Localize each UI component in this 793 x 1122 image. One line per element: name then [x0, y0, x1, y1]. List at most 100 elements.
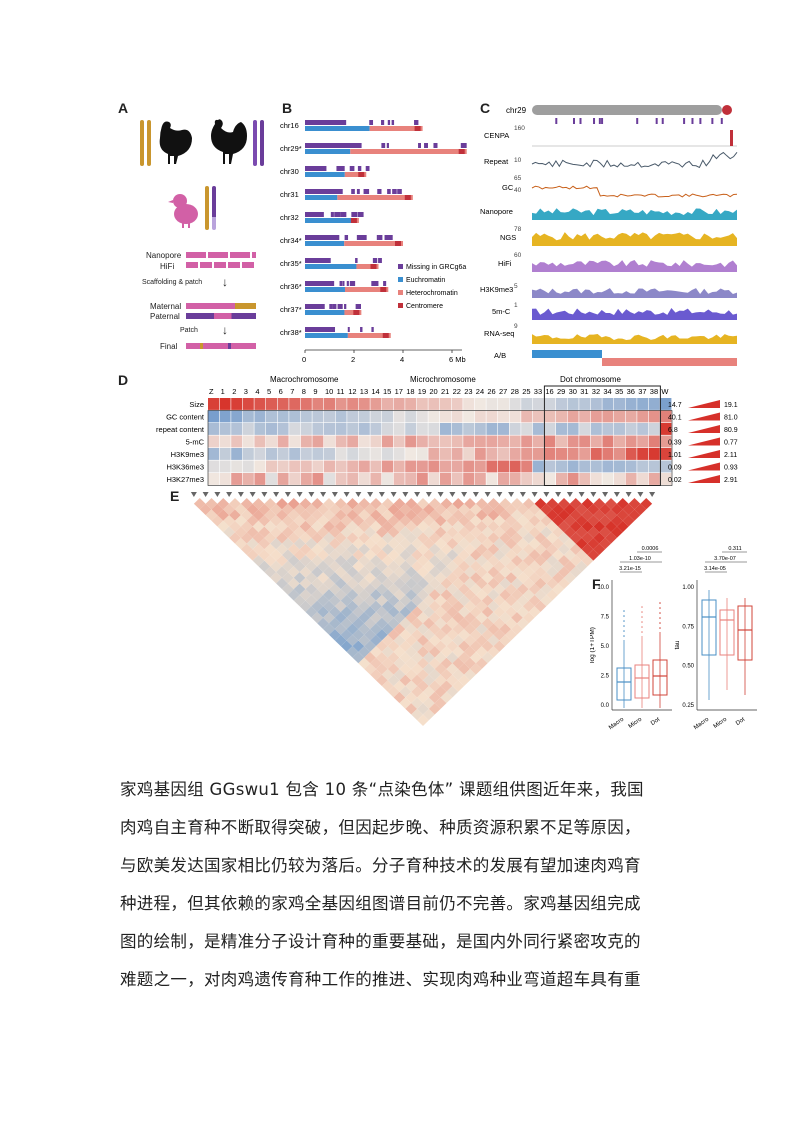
euchromatin-segment — [305, 172, 345, 177]
interaction-cell — [587, 503, 600, 516]
heterochromatin-segment — [369, 126, 423, 131]
interaction-cell — [405, 600, 418, 612]
heatmap-cell — [300, 410, 312, 423]
interaction-cell — [358, 600, 371, 612]
heterochromatin-segment — [347, 333, 391, 338]
euchromatin-segment — [305, 264, 357, 269]
interaction-cell — [411, 594, 423, 607]
interaction-cell — [517, 503, 529, 516]
interaction-cell — [417, 509, 429, 521]
column-label: 11 — [337, 387, 345, 396]
heatmap-cell — [521, 473, 533, 485]
interaction-cell — [381, 589, 394, 601]
row-label: Maternal — [150, 302, 182, 311]
chromosome-label: chr16 — [280, 121, 299, 130]
heatmap-cell — [335, 410, 347, 423]
heatmap-cell — [637, 460, 649, 473]
interaction-cell — [581, 509, 594, 521]
heatmap-cell — [347, 448, 359, 460]
range-wedge — [688, 437, 720, 446]
heatmap-cell — [521, 448, 533, 460]
heatmap-cell — [277, 473, 289, 485]
heatmap-cell — [277, 460, 289, 473]
interaction-cell — [370, 668, 382, 681]
heatmap-cell — [648, 423, 660, 435]
interaction-cell — [423, 594, 435, 607]
heatmap-cell — [556, 460, 567, 473]
interaction-cell — [381, 634, 394, 647]
interaction-cell — [464, 600, 476, 612]
heatmap-cell — [312, 398, 324, 410]
heatmap-cell — [370, 448, 382, 460]
interaction-cell — [511, 600, 523, 612]
heatmap-cell — [405, 473, 417, 485]
interaction-cell — [376, 583, 388, 595]
heatmap-cell — [648, 398, 660, 410]
interaction-cell — [593, 509, 606, 521]
interaction-cell — [381, 509, 394, 521]
heterochromatin-segment — [337, 195, 413, 200]
y-tick-label: 7.5 — [601, 615, 610, 621]
interaction-cell — [540, 572, 553, 584]
interaction-cell — [534, 509, 547, 521]
heatmap-cell — [521, 435, 533, 448]
heatmap-cell — [428, 423, 440, 435]
paternal-bar — [186, 313, 256, 319]
euchromatin-segment — [305, 195, 338, 200]
interaction-cell — [470, 526, 482, 538]
interaction-cell — [475, 554, 488, 567]
interaction-cell — [434, 674, 447, 687]
outlier-point — [659, 602, 661, 604]
box — [616, 667, 632, 701]
missing-tick — [720, 118, 723, 124]
interaction-cell — [470, 572, 482, 584]
missing-segment — [371, 327, 374, 332]
missing-segment — [378, 258, 382, 263]
heatmap-cell — [219, 473, 231, 485]
interaction-cell — [423, 583, 435, 595]
interaction-cell — [329, 583, 341, 595]
cenpa-peak — [730, 130, 733, 146]
centromere-marker — [722, 105, 732, 115]
interaction-cell — [370, 600, 382, 612]
interaction-cell — [505, 526, 517, 538]
range-low-label: 40.1 — [668, 415, 682, 422]
column-label: 24 — [476, 387, 484, 396]
interaction-cell — [423, 674, 435, 687]
interaction-cell — [293, 526, 306, 538]
heatmap-cell — [614, 435, 625, 448]
interaction-cell — [346, 509, 359, 521]
interaction-cell — [475, 509, 488, 521]
column-tick — [461, 492, 468, 497]
chromosome-label: chr34* — [280, 236, 302, 245]
heatmap-cell — [370, 423, 382, 435]
interaction-cell — [470, 503, 482, 516]
column-label: 23 — [464, 387, 472, 396]
track-value: 5 — [514, 283, 518, 290]
p-value-label: 1.03e-10 — [629, 556, 651, 562]
column-label: 28 — [511, 387, 519, 396]
column-tick — [472, 492, 479, 497]
track-label: GC — [502, 183, 514, 192]
heatmap-cell — [277, 423, 289, 435]
missing-segment — [369, 120, 374, 125]
interaction-cell — [252, 543, 265, 555]
interaction-cell — [405, 509, 418, 521]
interaction-cell — [276, 554, 288, 567]
interaction-cell — [446, 594, 459, 607]
interaction-cell — [364, 617, 376, 630]
missing-segment — [351, 189, 355, 194]
column-tick — [367, 492, 374, 497]
interaction-cell — [552, 537, 564, 550]
range-wedge — [688, 450, 720, 458]
heatmap-cell — [451, 423, 463, 435]
column-label: 12 — [348, 387, 356, 396]
column-label: 10 — [325, 387, 333, 396]
column-label: 38 — [650, 387, 658, 396]
interaction-cell — [434, 572, 447, 584]
interaction-cell — [575, 526, 588, 538]
heatmap-cell — [405, 423, 417, 435]
interaction-cell — [428, 543, 441, 555]
heatmap-cell — [428, 473, 440, 485]
interaction-cell — [511, 554, 523, 567]
